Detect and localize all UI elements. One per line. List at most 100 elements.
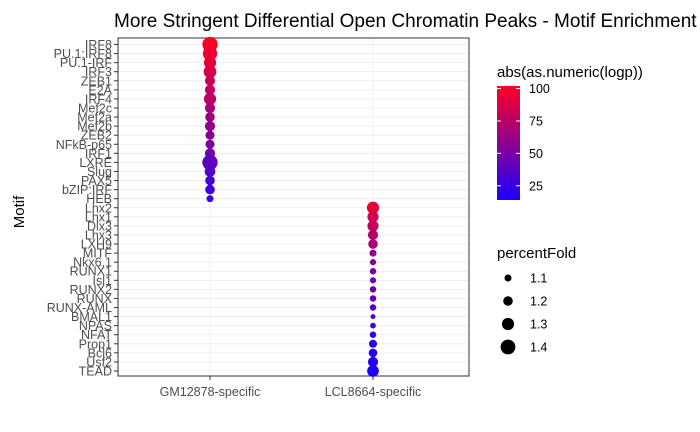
- color-legend: abs(as.numeric(logp)) 25 50 75 100: [497, 64, 643, 200]
- data-point: [368, 339, 378, 348]
- y-tick-label: RUNX: [77, 292, 113, 306]
- data-point: [369, 259, 377, 266]
- data-point: [202, 154, 218, 171]
- y-tick-label: RUNX2: [70, 283, 112, 297]
- data-point: [367, 220, 379, 232]
- y-tick-label: Isl1: [93, 274, 113, 288]
- plot-panel: [117, 37, 470, 377]
- y-tick-label: Mef2c: [78, 101, 112, 115]
- y-tick-label: ZEB1: [81, 74, 112, 88]
- y-tick-label: PU.1:IRF8: [54, 47, 112, 61]
- color-legend-label: 25: [529, 179, 543, 193]
- y-tick-label: TEAD: [79, 365, 112, 379]
- data-point: [202, 46, 218, 61]
- data-point: [369, 331, 377, 338]
- x-tick-label: LCL8664-specific: [325, 385, 422, 399]
- y-tick-label: IRF4: [85, 92, 112, 106]
- color-bar: [497, 86, 520, 200]
- data-point: [369, 295, 377, 302]
- y-tick-label: Mef2a: [77, 111, 112, 125]
- size-legend-key: [500, 339, 516, 355]
- data-point: [205, 130, 215, 140]
- y-tick-label: NFkB-p65: [56, 138, 112, 152]
- data-point: [369, 304, 377, 311]
- data-point: [369, 267, 377, 275]
- y-tick-label: RUNX1: [70, 265, 112, 279]
- y-tick-label: Lhx1: [85, 210, 112, 224]
- data-point: [205, 184, 215, 195]
- color-legend-label: 75: [529, 114, 543, 128]
- color-legend-title: abs(as.numeric(logp)): [497, 64, 643, 81]
- y-tick-label: ZEB2: [81, 129, 112, 143]
- data-point: [204, 84, 216, 95]
- y-tick-label: BMAL1: [71, 310, 112, 324]
- y-tick-label: IRF1: [85, 147, 112, 161]
- data-point: [204, 102, 216, 114]
- y-axis-label: Motif: [11, 195, 28, 228]
- data-point: [368, 239, 378, 249]
- data-point: [369, 277, 377, 284]
- y-tick-label: Nkx6.1: [73, 256, 112, 270]
- size-legend-key: [503, 296, 513, 306]
- size-legend-label: 1.2: [530, 295, 547, 309]
- y-tick-label: Usf2: [86, 355, 112, 369]
- y-tick-label: HEB: [86, 192, 112, 206]
- y-tick-label: IRF8: [85, 38, 112, 52]
- data-point: [370, 322, 376, 329]
- data-point: [205, 175, 215, 186]
- y-tick-label: NFAT: [81, 328, 112, 342]
- data-point: [369, 286, 377, 293]
- chart-title: More Stringent Differential Open Chromat…: [114, 11, 697, 32]
- x-axis-ticks: GM12878-specific LCL8664-specific: [160, 376, 422, 399]
- data-point: [370, 314, 376, 320]
- data-point: [203, 92, 217, 106]
- size-legend-label: 1.3: [530, 318, 547, 332]
- y-tick-label: Lhx2: [85, 201, 112, 215]
- y-tick-label: MITF: [83, 247, 113, 261]
- data-point: [205, 112, 215, 122]
- y-tick-label: PAX5: [81, 174, 112, 188]
- data-point: [204, 75, 216, 86]
- data-point: [203, 56, 217, 69]
- y-tick-label: PU.1-IRF: [60, 56, 112, 70]
- data-points: [202, 36, 380, 377]
- y-tick-label: Lhx3: [85, 228, 112, 242]
- panel-border: [117, 37, 470, 377]
- data-point: [206, 195, 214, 203]
- y-tick-label: NPAS: [79, 319, 112, 333]
- data-point: [366, 201, 380, 214]
- data-point: [204, 121, 216, 132]
- y-tick-label: Dlx3: [87, 219, 112, 233]
- data-point: [367, 229, 379, 241]
- size-legend-label: 1.1: [530, 272, 547, 286]
- data-point: [367, 356, 379, 367]
- color-legend-label: 50: [529, 147, 543, 161]
- y-axis-ticks: IRF8PU.1:IRF8PU.1-IRFIRF3ZEB1E2AIRF4Mef2…: [47, 38, 118, 379]
- y-tick-label: bZIP:IRF: [62, 183, 112, 197]
- data-point: [204, 166, 216, 177]
- size-legend: percentFold 1.1 1.2 1.3 1.4: [497, 245, 576, 355]
- y-tick-label: IRF3: [85, 65, 112, 79]
- y-tick-label: Mef2b: [77, 120, 112, 134]
- size-legend-key: [504, 274, 512, 282]
- data-point: [367, 365, 379, 377]
- x-tick-label: GM12878-specific: [160, 385, 261, 399]
- y-tick-label: LXRE: [79, 156, 112, 170]
- y-tick-label: Slug: [87, 165, 112, 179]
- y-tick-label: Bcl6: [88, 346, 112, 360]
- data-point: [369, 249, 377, 257]
- y-tick-label: E2A: [88, 83, 112, 97]
- data-point: [205, 139, 215, 149]
- y-tick-label: LXH9: [81, 238, 112, 252]
- size-legend-label: 1.4: [530, 341, 547, 355]
- size-legend-title: percentFold: [497, 245, 576, 262]
- y-tick-label: Prop1: [79, 337, 112, 351]
- size-legend-key: [501, 317, 515, 331]
- data-point: [367, 211, 379, 223]
- data-point: [368, 348, 378, 358]
- color-legend-label: 100: [529, 82, 550, 96]
- y-tick-label: RUNX-AML: [47, 301, 112, 315]
- panel-background: [118, 38, 469, 376]
- data-point: [203, 65, 217, 79]
